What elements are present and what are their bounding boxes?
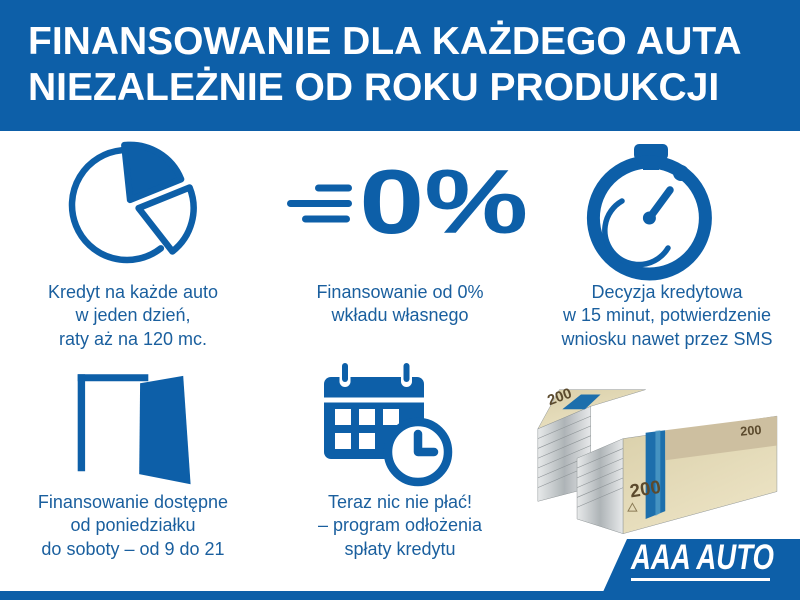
svg-text:AAA AUTO: AAA AUTO [630,539,774,577]
